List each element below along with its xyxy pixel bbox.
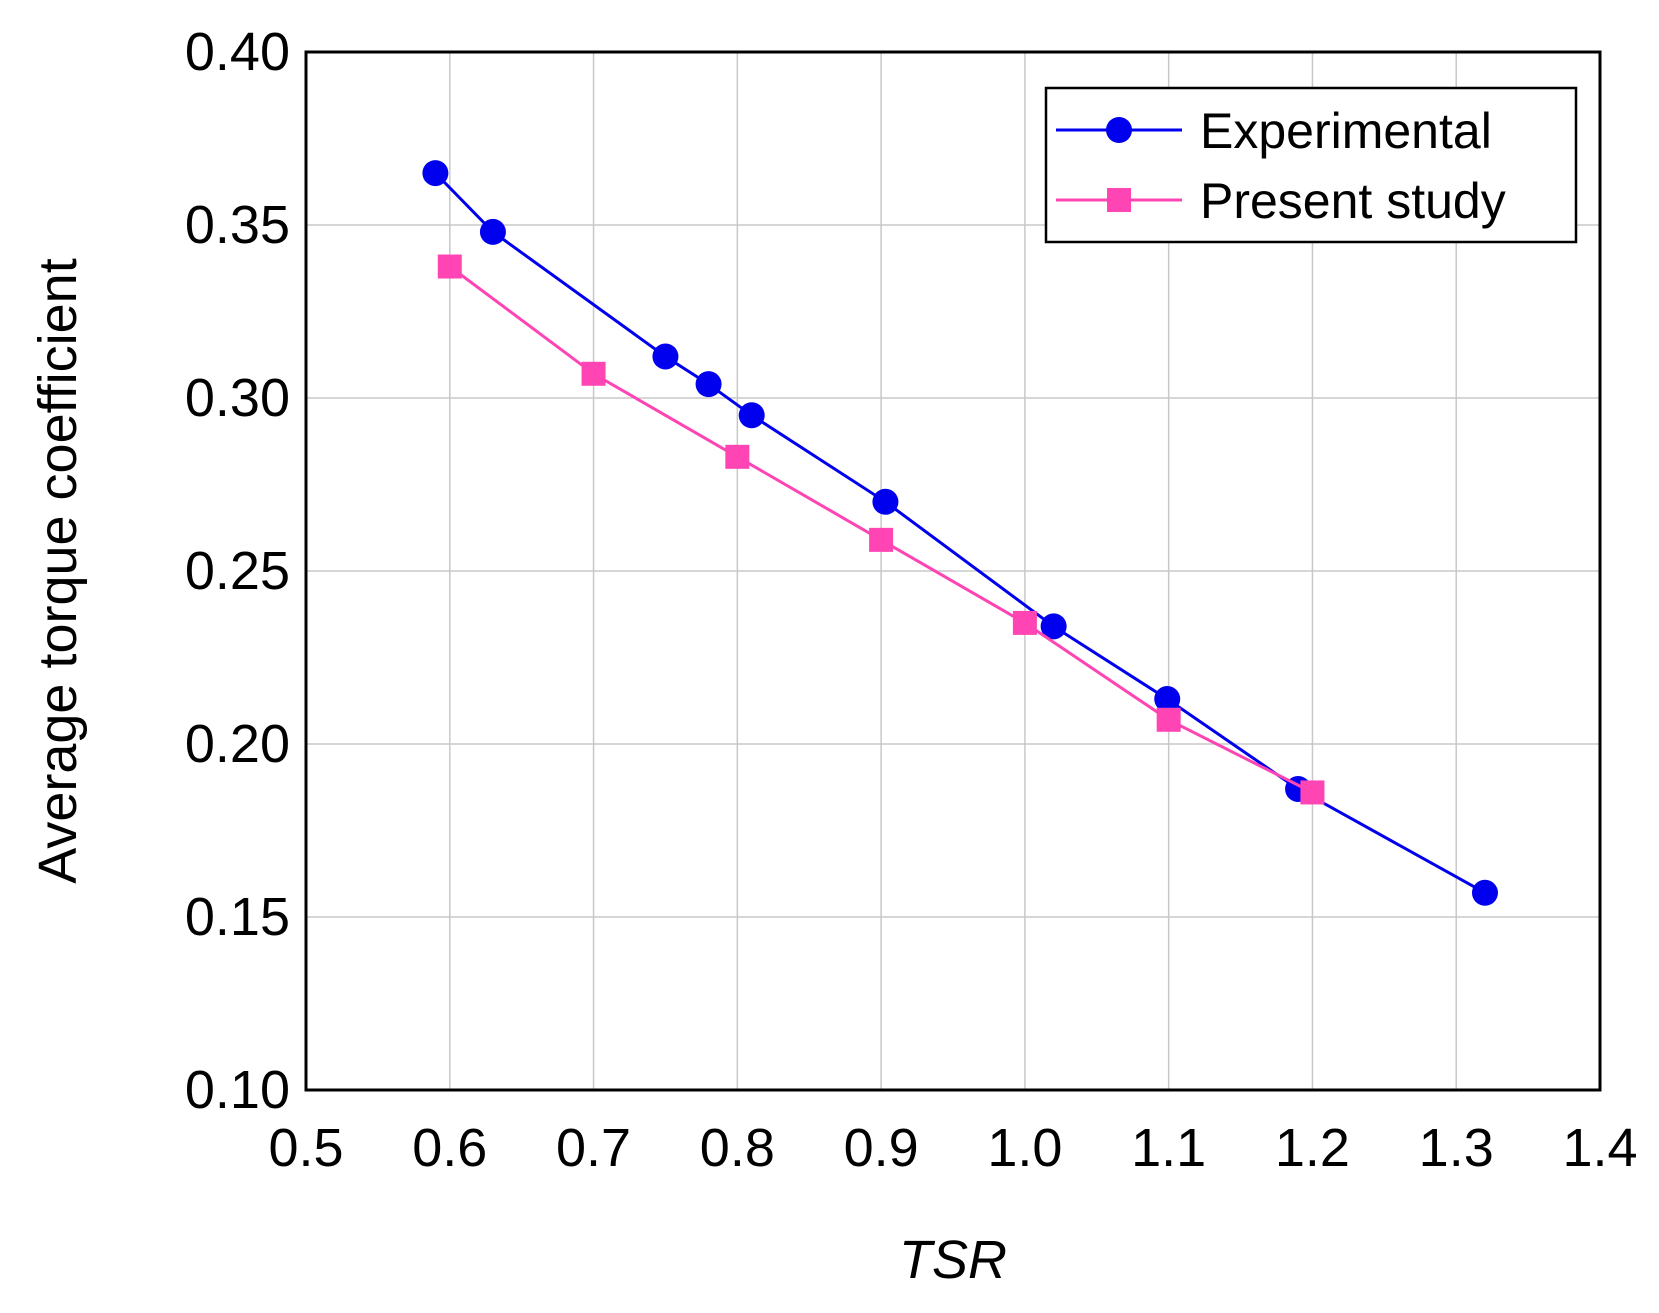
present-study-data-point (1012, 610, 1037, 635)
plot-frame (304, 50, 1602, 1092)
present-study-data-point (1300, 780, 1325, 805)
series-present-study (437, 254, 1325, 805)
x-axis-title: TSR (899, 1230, 1007, 1290)
y-tick-label: 0.25 (185, 541, 290, 601)
y-tick-label: 0.30 (185, 368, 290, 428)
legend-item-experimental: Experimental (1056, 103, 1492, 159)
experimental-data-point (479, 218, 506, 245)
present-study-data-point (581, 361, 606, 386)
x-tick-label: 1.3 (1419, 1118, 1494, 1178)
y-tick-label: 0.10 (185, 1060, 290, 1120)
x-tick-label: 1.4 (1562, 1118, 1637, 1178)
x-tick-label: 1.1 (1131, 1118, 1206, 1178)
experimental-data-point (1154, 686, 1181, 713)
legend-label: Present study (1200, 173, 1506, 229)
legend-label: Experimental (1200, 103, 1492, 159)
y-tick-labels: 0.10 0.15 0.20 0.25 0.30 0.35 0.40 (185, 22, 290, 1120)
legend: Experimental Present study (1044, 86, 1578, 244)
x-tick-label: 0.7 (556, 1118, 631, 1178)
y-tick-label: 0.20 (185, 714, 290, 774)
series-experimental (422, 160, 1498, 906)
legend-item-present-study: Present study (1056, 173, 1506, 229)
x-tick-label: 0.6 (412, 1118, 487, 1178)
experimental-data-point (1040, 613, 1067, 640)
x-tick-label: 0.8 (700, 1118, 775, 1178)
present-study-data-point (437, 254, 462, 279)
y-tick-label: 0.40 (185, 22, 290, 82)
x-tick-label: 0.9 (844, 1118, 919, 1178)
x-tick-label: 1.0 (987, 1118, 1062, 1178)
experimental-data-point (738, 402, 765, 429)
experimental-data-point (652, 343, 679, 370)
experimental-data-point (1106, 117, 1132, 143)
experimental-data-point (1471, 879, 1498, 906)
y-tick-label: 0.35 (185, 195, 290, 255)
y-tick-label: 0.15 (185, 887, 290, 947)
y-axis-title: Average torque coefficient (28, 258, 88, 883)
x-tick-label: 1.2 (1275, 1118, 1350, 1178)
legend-box (1044, 86, 1578, 244)
x-tick-labels: 0.5 0.6 0.7 0.8 0.9 1.0 1.1 1.2 1.3 1.4 (268, 1118, 1637, 1178)
present-study-data-point (1156, 707, 1181, 732)
present-study-data-point (725, 444, 750, 469)
series-layer (422, 160, 1498, 906)
x-tick-label: 0.5 (268, 1118, 343, 1178)
experimental-data-point (422, 160, 449, 187)
present-study-data-point (1107, 188, 1131, 212)
present-study-data-point (869, 527, 894, 552)
experimental-data-point (695, 371, 722, 398)
series-line (434, 172, 1486, 895)
experimental-data-point (872, 488, 899, 515)
